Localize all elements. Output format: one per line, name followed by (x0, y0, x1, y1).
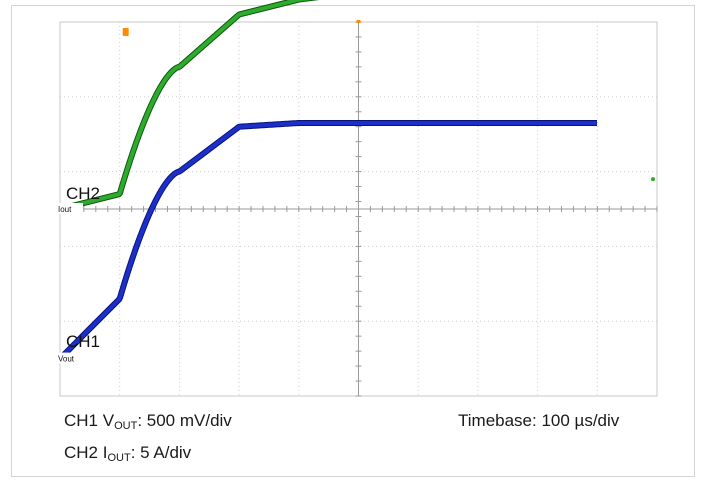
vout-marker-label: Vout (58, 355, 75, 364)
vout-trace (58, 121, 598, 361)
ch2-scale-caption: CH2 IOUT: 5 A/div (64, 443, 191, 464)
trigger-position-marker (356, 20, 361, 23)
iout-marker-bg (57, 203, 83, 214)
trace-layer: Iout Vout (57, 0, 599, 364)
ch2-caption-prefix: CH2 I (64, 443, 108, 462)
trigger-marker-icon (122, 28, 129, 36)
vout-marker-bg (57, 352, 83, 364)
ch2-caption-subscript: OUT (107, 452, 131, 464)
ch2-channel-label: CH2 (66, 184, 100, 203)
oscilloscope-chart: Iout Vout CH2 CH1 (57, 0, 658, 397)
timebase-caption: Timebase: 100 µs/div (458, 411, 620, 430)
marker-layer (122, 20, 655, 182)
ch1-channel-label: CH1 (66, 332, 100, 351)
iout-trace (59, 0, 312, 211)
figure-frame (11, 5, 695, 477)
ch2-caption-scale: : 5 A/div (130, 443, 192, 462)
ch1-caption-subscript: OUT (114, 420, 138, 432)
ch1-caption-prefix: CH1 V (64, 411, 115, 430)
iout-trace-edge (58, 0, 320, 212)
ch2-level-marker (651, 177, 655, 182)
iout-marker-label: Iout (58, 205, 72, 214)
ch1-caption-scale: : 500 mV/div (137, 411, 232, 430)
ch1-scale-caption: CH1 VOUT: 500 mV/div (64, 411, 232, 432)
